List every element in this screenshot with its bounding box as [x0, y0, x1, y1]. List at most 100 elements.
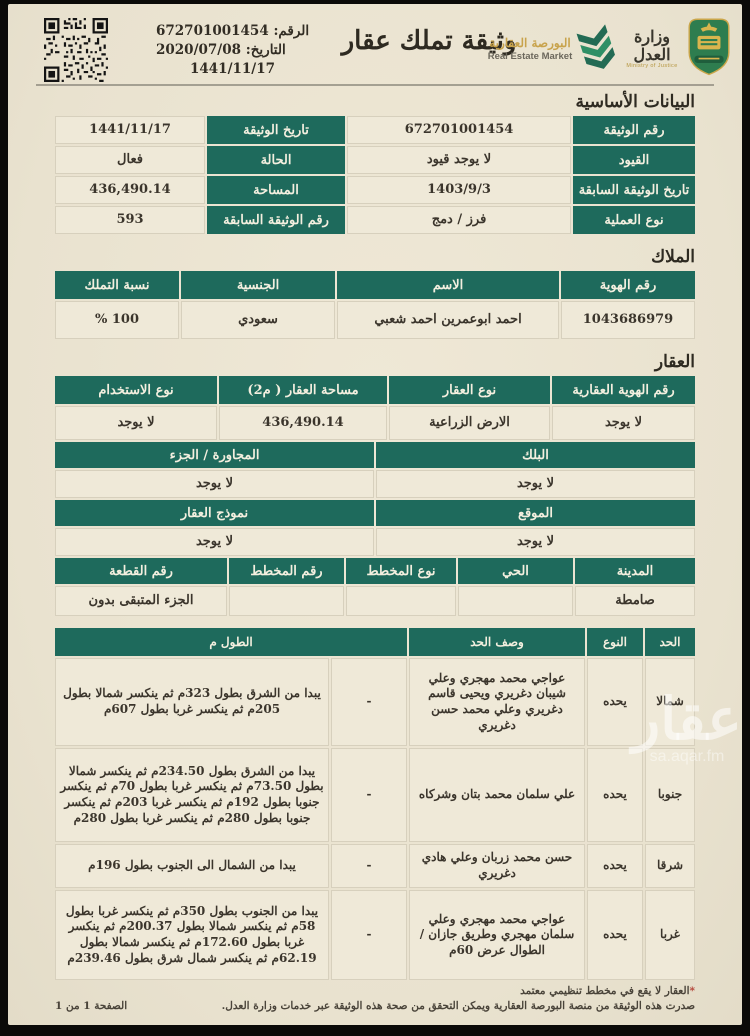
column-header: نوع الاستخدام	[55, 376, 217, 404]
boundary-dash: -	[331, 748, 407, 842]
field-label: المساحة	[207, 176, 345, 204]
field-label: الحالة	[207, 146, 345, 174]
doc-date-hijri: 1441/11/17	[190, 60, 276, 77]
column-header: النوع	[587, 628, 643, 656]
moj-name-english: Ministry of Justice	[626, 63, 678, 70]
issuance-statement: صدرت هذه الوثيقة من منصة البورصة العقاري…	[221, 1000, 695, 1012]
qr-code-icon	[44, 18, 108, 82]
header-divider	[36, 84, 714, 86]
column-header: المجاورة / الجزء	[55, 442, 374, 468]
document-header: الرقم: 672701001454 التاريخ: 2020/07/08 …	[8, 10, 742, 84]
boundary-description: علي سلمان محمد بتان وشركاه	[409, 748, 585, 842]
column-header: الطول م	[55, 628, 407, 656]
column-header: نموذج العقار	[55, 500, 374, 526]
doc-date-label: التاريخ:	[245, 41, 286, 58]
moj-name-arabic: وزارة العدل	[633, 27, 671, 64]
section-title-owners: الملاك	[651, 247, 695, 267]
column-header: رقم الهوية العقارية	[552, 376, 695, 404]
boundary-dash: -	[331, 844, 407, 888]
field-label: تاريخ الوثيقة	[207, 116, 345, 144]
property-table-location: الموقع نموذج العقار لا يوجد لا يوجد	[55, 500, 695, 556]
property-plan-number	[229, 586, 344, 616]
boundary-dash: -	[331, 658, 407, 746]
property-model: لا يوجد	[55, 528, 374, 556]
boundary-description: عواجي محمد مهجري وعلي سلمان مهجري وطريق …	[409, 890, 585, 980]
boundary-length: يبدا من الشرق بطول 323م ثم ينكسر شمالا ب…	[55, 658, 329, 746]
property-type: الارض الزراعية	[389, 406, 550, 440]
field-value: 672701001454	[347, 116, 571, 144]
property-location: لا يوجد	[376, 528, 695, 556]
boundary-type: يحده	[587, 748, 643, 842]
column-header: البلك	[376, 442, 695, 468]
rem-name-arabic: البورصة العقارية	[489, 36, 571, 50]
boundaries-table: الحد النوع وصف الحد الطول م شمالا يحده ع…	[55, 628, 695, 980]
qr-code	[44, 18, 108, 82]
column-header: الجنسية	[181, 271, 335, 299]
field-value: فرز / دمج	[347, 206, 571, 234]
property-block: لا يوجد	[376, 470, 695, 498]
column-header: نسبة التملك	[55, 271, 179, 299]
property-table-main: رقم الهوية العقارية نوع العقار مساحة الع…	[55, 376, 695, 440]
column-header: الحي	[458, 558, 573, 584]
property-parcel-number: الجزء المتبقى بدون	[55, 586, 227, 616]
property-id: لا يوجد	[552, 406, 695, 440]
column-header: رقم الهوية	[561, 271, 695, 299]
doc-date-gregorian: 2020/07/08	[156, 41, 242, 58]
rem-name-english: Real Estate Market	[487, 51, 573, 62]
property-usage: لا يوجد	[55, 406, 217, 440]
boundary-length: يبدا من الشمال الى الجنوب بطول 196م	[55, 844, 329, 888]
owner-name: احمد ابوعمرين احمد شعبي	[337, 301, 559, 339]
field-label: نوع العملية	[573, 206, 695, 234]
field-value: 1441/11/17	[55, 116, 205, 144]
real-estate-market-wordmark: البورصة العقارية Real Estate Market	[486, 36, 574, 63]
boundary-side: شمالا	[645, 658, 695, 746]
field-label: رقم الوثيقة	[573, 116, 695, 144]
field-value: 1403/9/3	[347, 176, 571, 204]
basic-data-table: رقم الوثيقة 672701001454 تاريخ الوثيقة 1…	[55, 116, 695, 234]
boundary-length: يبدا من الجنوب بطول 350م ثم ينكسر غربا ب…	[55, 890, 329, 980]
boundary-type: يحده	[587, 658, 643, 746]
boundary-dash: -	[331, 890, 407, 980]
field-value: فعال	[55, 146, 205, 174]
property-table-block: البلك المجاورة / الجزء لا يوجد لا يوجد	[55, 442, 695, 498]
property-city: صامطة	[575, 586, 695, 616]
boundary-side: غربا	[645, 890, 695, 980]
column-header: رقم المخطط	[229, 558, 344, 584]
boundary-description: عواجي محمد مهجري وعلي شيبان دغريري ويحيى…	[409, 658, 585, 746]
note-text: العقار لا يقع في مخطط تنظيمي معتمد	[520, 985, 690, 997]
column-header: وصف الحد	[409, 628, 585, 656]
footer-row: صدرت هذه الوثيقة من منصة البورصة العقاري…	[55, 1000, 695, 1012]
page-number: الصفحة 1 من 1	[55, 1000, 128, 1012]
boundary-description: حسن محمد زربان وعلي هادي دغريري	[409, 844, 585, 888]
boundary-side: جنوبا	[645, 748, 695, 842]
boundary-length: يبدا من الشرق بطول 234.50م ثم ينكسر شمال…	[55, 748, 329, 842]
page-title: وثيقة تملك عقار	[341, 26, 517, 56]
field-value: 593	[55, 206, 205, 234]
boundary-type: يحده	[587, 844, 643, 888]
owners-table: رقم الهوية الاسم الجنسية نسبة التملك 104…	[55, 271, 695, 339]
property-table-plan: المدينة الحي نوع المخطط رقم المخطط رقم ا…	[55, 558, 695, 616]
property-district	[458, 586, 573, 616]
boundary-side: شرقا	[645, 844, 695, 888]
field-value: 436,490.14	[55, 176, 205, 204]
property-plan-type	[346, 586, 456, 616]
column-header: المدينة	[575, 558, 695, 584]
column-header: نوع العقار	[389, 376, 550, 404]
owner-id: 1043686979	[561, 301, 695, 339]
column-header: الاسم	[337, 271, 559, 299]
deed-document: الرقم: 672701001454 التاريخ: 2020/07/08 …	[8, 4, 742, 1025]
doc-number-label: الرقم:	[273, 23, 310, 39]
boundary-type: يحده	[587, 890, 643, 980]
column-header: الموقع	[376, 500, 695, 526]
field-label: تاريخ الوثيقة السابقة	[573, 176, 695, 204]
section-title-basic-data: البيانات الأساسية	[575, 92, 695, 112]
note-asterisk: *	[689, 985, 696, 997]
column-header: رقم القطعة	[55, 558, 227, 584]
column-header: نوع المخطط	[346, 558, 456, 584]
column-header: مساحة العقار ( م2)	[219, 376, 387, 404]
plan-note: *العقار لا يقع في مخطط تنظيمي معتمد	[55, 985, 695, 997]
property-adjacency: لا يوجد	[55, 470, 374, 498]
column-header: الحد	[645, 628, 695, 656]
owner-nationality: سعودي	[181, 301, 335, 339]
field-value: لا يوجد قيود	[347, 146, 571, 174]
